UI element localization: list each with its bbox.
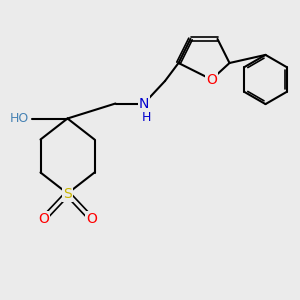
Text: O: O: [86, 212, 97, 226]
Text: O: O: [206, 73, 217, 86]
Text: H: H: [142, 111, 151, 124]
Text: O: O: [38, 212, 49, 226]
Text: N: N: [139, 97, 149, 110]
Text: S: S: [63, 187, 72, 200]
Text: HO: HO: [9, 112, 28, 125]
